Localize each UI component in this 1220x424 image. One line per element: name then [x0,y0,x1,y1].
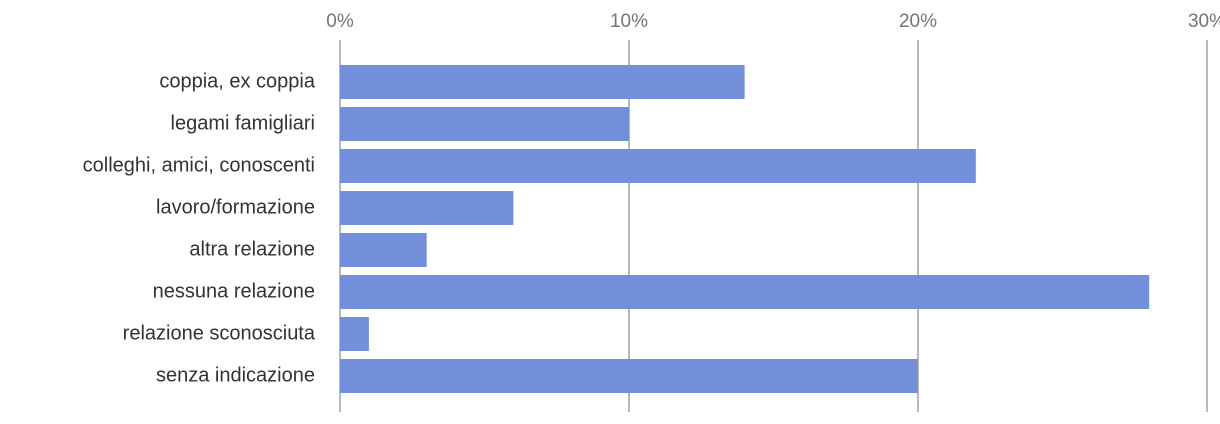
bar [340,65,745,99]
x-tick-label: 30% [1188,11,1220,32]
y-tick-label: coppia, ex coppia [159,70,316,92]
y-tick-label: legami famigliari [171,112,316,134]
y-tick-label: lavoro/formazione [156,196,315,218]
bar [340,107,629,141]
y-tick-label: colleghi, amici, conoscenti [83,154,315,176]
x-tick-label: 20% [899,11,937,32]
bar [340,317,369,351]
y-tick-label: relazione sconosciuta [123,322,316,344]
y-tick-label: nessuna relazione [153,280,315,302]
bar [340,275,1150,309]
bar [340,233,427,267]
y-tick-label: senza indicazione [156,364,315,386]
bar [340,359,918,393]
bar [340,191,514,225]
y-tick-label: altra relazione [189,238,315,260]
bar [340,149,976,183]
x-tick-label: 0% [326,11,354,32]
x-tick-label: 10% [610,11,648,32]
